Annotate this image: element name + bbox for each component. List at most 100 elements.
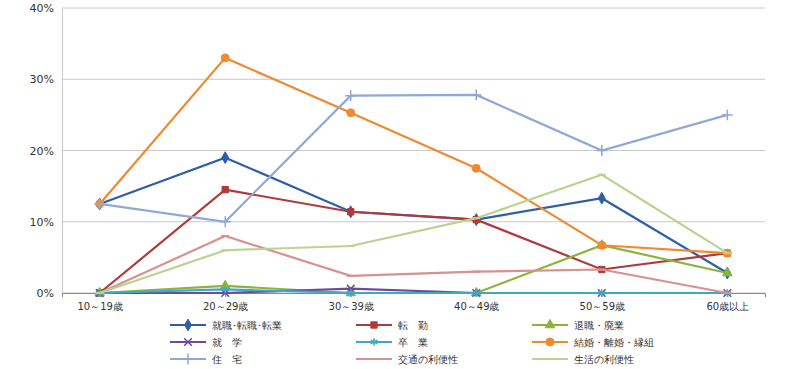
tick-label: 40% xyxy=(30,2,54,15)
series-line xyxy=(100,236,728,293)
grid-line xyxy=(62,150,765,151)
tick-label: 20% xyxy=(30,145,54,158)
series-line xyxy=(100,289,728,293)
tick: 20～29歳 xyxy=(203,293,248,312)
marker xyxy=(723,268,733,276)
marker xyxy=(347,206,354,218)
marker xyxy=(724,289,731,297)
tick-label: 0% xyxy=(37,287,54,300)
marker xyxy=(94,199,105,210)
tick: 0% xyxy=(37,287,62,300)
legend-marker xyxy=(545,319,555,327)
marker xyxy=(596,145,607,156)
legend-marker xyxy=(184,338,192,346)
legend-line xyxy=(356,358,392,360)
legend-marker xyxy=(546,338,554,346)
marker xyxy=(222,286,229,294)
legend-line xyxy=(532,358,568,360)
marker xyxy=(599,266,605,272)
tick: 20% xyxy=(30,145,62,158)
series-line xyxy=(100,58,728,253)
marker xyxy=(221,249,229,251)
marker xyxy=(473,289,480,297)
legend-item: 住 宅 xyxy=(170,354,242,365)
marker xyxy=(96,292,104,294)
marker xyxy=(221,235,229,237)
marker xyxy=(96,289,103,297)
marker xyxy=(599,289,606,297)
legend-label: 交通の利便性 xyxy=(398,354,458,365)
marker xyxy=(723,252,731,254)
series-markers xyxy=(96,286,730,297)
tick-label: 30% xyxy=(30,73,54,86)
tick: 40% xyxy=(30,2,62,15)
marker xyxy=(724,289,732,297)
legend-label: 退職・廃業 xyxy=(574,320,624,331)
series-markers xyxy=(94,90,732,228)
tick: 30% xyxy=(30,73,62,86)
tick-label: 10～19歳 xyxy=(77,301,122,312)
legend-label: 就 学 xyxy=(212,337,242,348)
legend-marker xyxy=(183,354,194,365)
marker xyxy=(722,109,733,120)
plot-area xyxy=(94,54,732,297)
legend-label: 住 宅 xyxy=(212,354,242,365)
marker xyxy=(598,192,605,204)
series-line xyxy=(100,95,728,222)
series-line xyxy=(100,190,728,293)
legend-label: 卒 業 xyxy=(398,337,428,348)
grid-line xyxy=(62,8,765,9)
legend-item: 転 勤 xyxy=(356,320,428,331)
tick-label: 10% xyxy=(30,216,54,229)
legend-marker xyxy=(546,358,554,360)
marker xyxy=(598,241,606,249)
tick: 10% xyxy=(30,216,62,229)
marker xyxy=(347,289,354,297)
legend-marker xyxy=(371,338,378,346)
marker xyxy=(347,245,355,247)
tick-label: 20～29歳 xyxy=(203,301,248,312)
marker xyxy=(221,54,229,62)
tick-label: 40～49歳 xyxy=(454,301,499,312)
y-axis: 0% 10% 20% 30% 40% xyxy=(30,2,63,300)
legend-label: 転 勤 xyxy=(398,320,428,331)
series-markers xyxy=(96,175,732,293)
legend-item: 退職・廃業 xyxy=(532,319,624,330)
legend-marker xyxy=(370,358,378,360)
legend-item: 生活の利便性 xyxy=(532,354,634,365)
series-line xyxy=(100,289,728,293)
series-markers xyxy=(96,285,731,297)
legend-item: 結婚・離婚・縁組 xyxy=(532,337,654,348)
x-axis: 10～19歳20～29歳30～39歳40～49歳50～59歳60歳以上 xyxy=(63,293,766,312)
legend-label: 就職･転職･転業 xyxy=(212,320,282,331)
marker xyxy=(472,164,480,172)
legend-item: 就職･転職･転業 xyxy=(170,319,282,331)
marker xyxy=(723,292,731,294)
legend-label: 生活の利便性 xyxy=(574,354,634,365)
marker xyxy=(347,275,355,277)
grid xyxy=(62,8,765,293)
legend-item: 卒 業 xyxy=(356,337,428,348)
legend-marker xyxy=(185,319,192,331)
series-line xyxy=(100,175,728,293)
marker xyxy=(222,152,229,164)
grid-line xyxy=(62,79,765,80)
legend-item: 就 学 xyxy=(170,337,242,348)
legend-marker xyxy=(371,322,377,328)
series-markers xyxy=(96,54,732,257)
series-line xyxy=(100,245,728,293)
marker xyxy=(598,268,606,270)
grid-line xyxy=(62,221,765,222)
series-markers xyxy=(96,236,732,293)
marker xyxy=(96,292,104,294)
marker xyxy=(348,209,354,215)
marker xyxy=(472,217,480,219)
tick-label: 50～59歳 xyxy=(580,301,625,312)
legend-label: 結婚・離婚・縁組 xyxy=(573,337,654,348)
axis-line xyxy=(62,9,63,294)
marker xyxy=(471,90,482,101)
marker xyxy=(345,90,356,101)
marker xyxy=(96,289,104,297)
marker xyxy=(220,216,231,227)
tick-label: 60歳以上 xyxy=(706,301,749,312)
